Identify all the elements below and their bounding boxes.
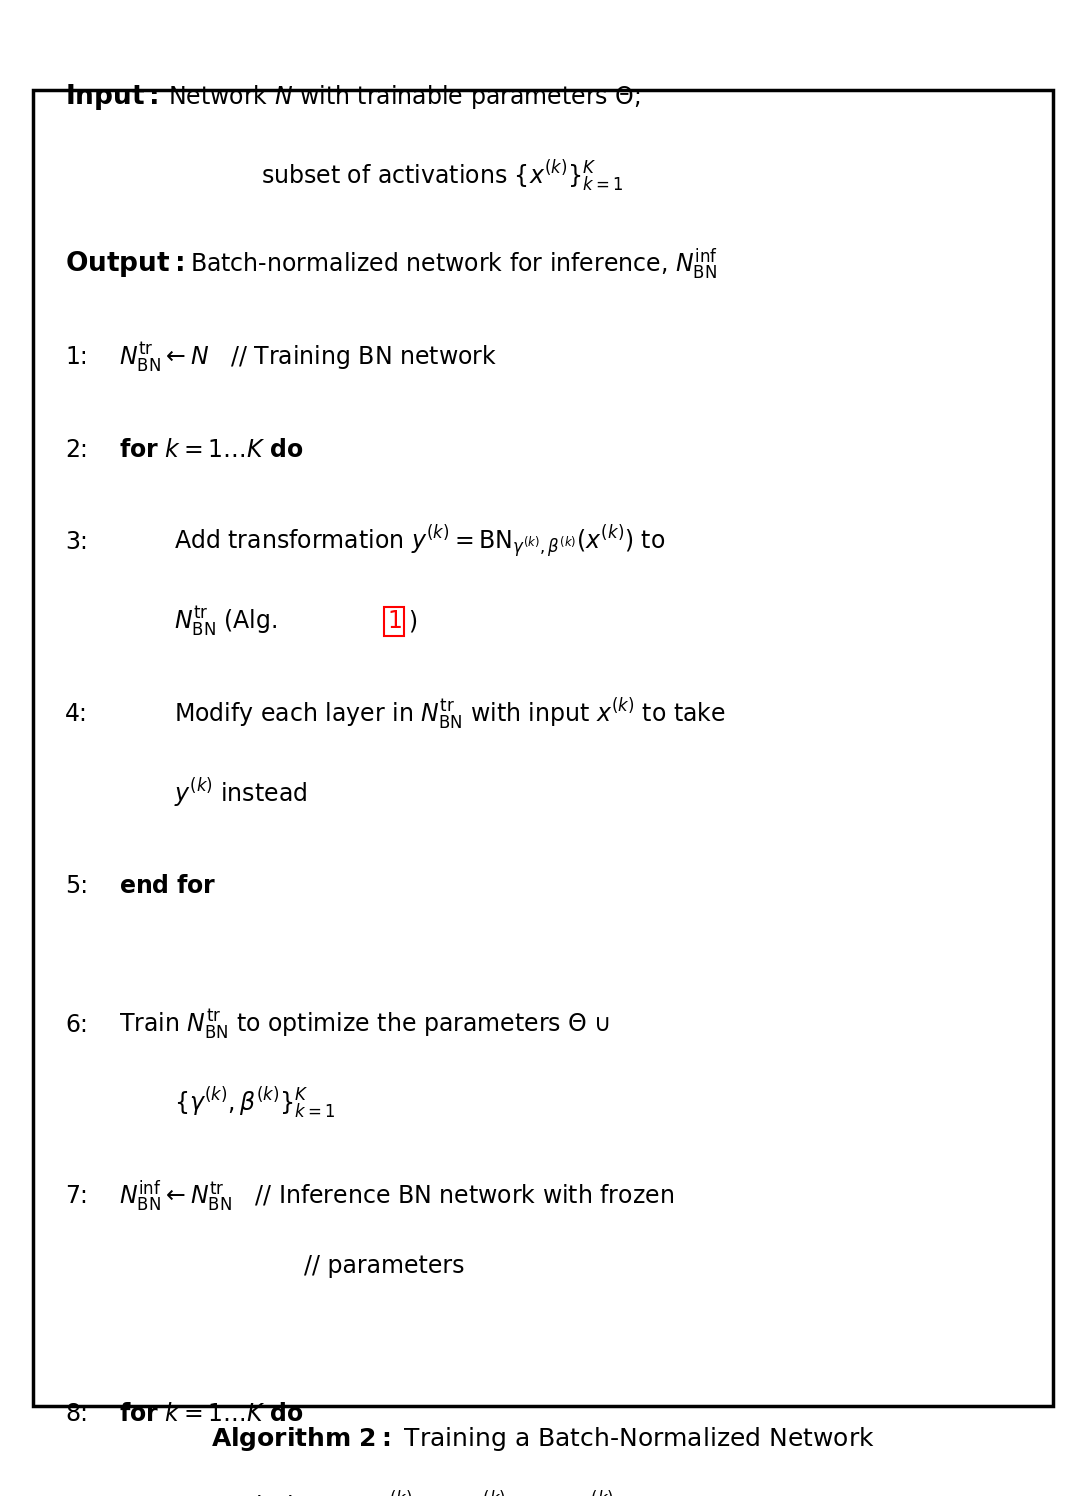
Text: Train $N_{\mathrm{BN}}^{\mathrm{tr}}$ to optimize the parameters $\Theta$ $\cup$: Train $N_{\mathrm{BN}}^{\mathrm{tr}}$ to… [119,1008,610,1041]
Text: // parameters: // parameters [304,1254,465,1278]
Text: subset of activations $\{x^{(k)}\}_{k=1}^K$: subset of activations $\{x^{(k)}\}_{k=1}… [261,159,623,194]
Text: $\mathbf{Algorithm\ 2:}$ Training a Batch-Normalized Network: $\mathbf{Algorithm\ 2:}$ Training a Batc… [211,1426,875,1453]
Text: 7:: 7: [65,1185,88,1209]
Text: $N_{\mathrm{BN}}^{\mathrm{tr}}$ (Alg.: $N_{\mathrm{BN}}^{\mathrm{tr}}$ (Alg. [174,604,280,637]
Text: $y^{(k)}$ instead: $y^{(k)}$ instead [174,776,307,809]
Text: $\mathbf{for}\ k = 1 \ldots K\ \mathbf{do}$: $\mathbf{for}\ k = 1 \ldots K\ \mathbf{d… [119,438,304,462]
Text: $\mathbf{Input:}$: $\mathbf{Input:}$ [65,82,159,112]
Text: 3:: 3: [65,531,88,555]
Text: 8:: 8: [65,1402,88,1426]
Text: $\mathbf{for}\ k = 1 \ldots K\ \mathbf{do}$: $\mathbf{for}\ k = 1 \ldots K\ \mathbf{d… [119,1402,304,1426]
Text: Network $N$ with trainable parameters $\Theta$;: Network $N$ with trainable parameters $\… [168,84,641,111]
Text: Modify each layer in $N_{\mathrm{BN}}^{\mathrm{tr}}$ with input $x^{(k)}$ to tak: Modify each layer in $N_{\mathrm{BN}}^{\… [174,696,725,732]
Text: 5:: 5: [65,874,88,898]
Text: $1$: $1$ [387,609,402,633]
Text: $N_{\mathrm{BN}}^{\mathrm{tr}} \leftarrow N$   // Training BN network: $N_{\mathrm{BN}}^{\mathrm{tr}} \leftarro… [119,340,497,374]
Text: $\{\gamma^{(k)}, \beta^{(k)}\}_{k=1}^K$: $\{\gamma^{(k)}, \beta^{(k)}\}_{k=1}^K$ [174,1086,336,1122]
Text: 6:: 6: [65,1013,88,1037]
Text: 1:: 1: [65,346,88,370]
Text: Batch-normalized network for inference, $N_{\mathrm{BN}}^{\mathrm{inf}}$: Batch-normalized network for inference, … [190,247,718,281]
Text: $\mathbf{Output:}$: $\mathbf{Output:}$ [65,250,184,280]
Text: $\mathbf{end\ for}$: $\mathbf{end\ for}$ [119,874,217,898]
Text: 4:: 4: [65,702,88,726]
FancyBboxPatch shape [33,90,1053,1406]
Text: // For clarity, $x \equiv x^{(k)}, \gamma \equiv \gamma^{(k)}, \mu_{\mathcal{B}}: // For clarity, $x \equiv x^{(k)}, \gamm… [174,1489,672,1496]
Text: ): ) [408,609,417,633]
Text: 2:: 2: [65,438,88,462]
Text: $N_{\mathrm{BN}}^{\mathrm{inf}} \leftarrow N_{\mathrm{BN}}^{\mathrm{tr}}$   // I: $N_{\mathrm{BN}}^{\mathrm{inf}} \leftarr… [119,1179,674,1215]
Text: Add transformation $y^{(k)} = \mathrm{BN}_{\gamma^{(k)},\beta^{(k)}}(x^{(k)})$ t: Add transformation $y^{(k)} = \mathrm{BN… [174,524,665,561]
